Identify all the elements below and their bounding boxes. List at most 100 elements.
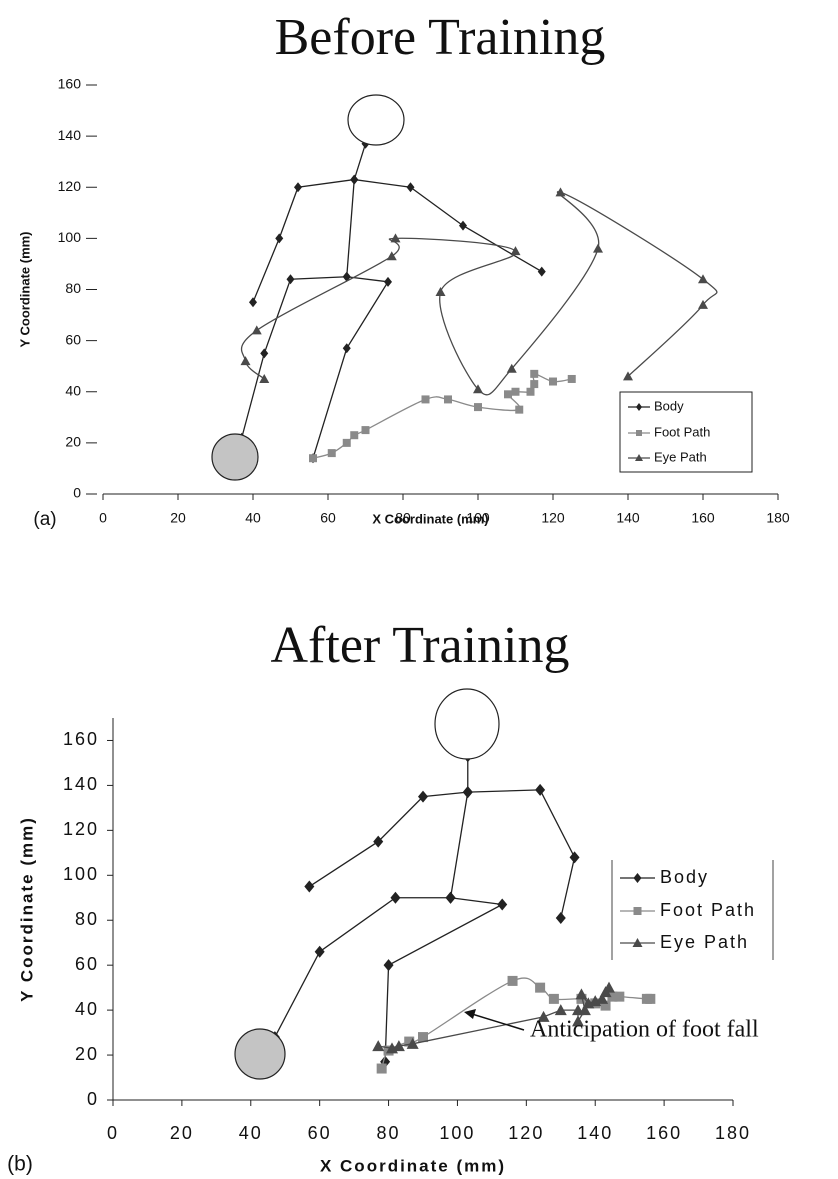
x-tick-label: 120 — [541, 510, 565, 526]
marker — [459, 221, 467, 231]
marker — [497, 899, 507, 911]
marker — [463, 786, 473, 798]
x-tick-label: 100 — [439, 1123, 475, 1143]
marker — [504, 390, 512, 398]
y-axis-label: Y Coordinate (mm) — [17, 816, 36, 1002]
legend-label: Body — [660, 867, 709, 887]
marker — [538, 267, 546, 277]
marker — [444, 395, 452, 403]
legend-label: Eye Path — [660, 932, 749, 952]
legend-marker — [634, 873, 642, 883]
legend-label: Body — [654, 398, 684, 413]
marker — [315, 946, 325, 958]
marker — [698, 274, 708, 283]
x-tick-label: 40 — [245, 510, 261, 526]
marker — [511, 246, 521, 255]
x-tick-label: 180 — [766, 510, 790, 526]
marker — [287, 274, 295, 284]
y-tick-label: 60 — [65, 331, 81, 347]
y-tick-label: 0 — [73, 485, 81, 501]
chart-title: After Training — [271, 617, 570, 674]
marker — [304, 881, 314, 893]
marker — [422, 395, 430, 403]
marker — [570, 851, 580, 863]
x-tick-label: 0 — [99, 510, 107, 526]
legend-marker — [636, 430, 642, 436]
marker — [556, 912, 566, 924]
marker — [377, 1064, 387, 1074]
marker — [549, 378, 557, 386]
marker — [294, 182, 302, 192]
marker — [362, 426, 370, 434]
y-tick-label: 60 — [75, 954, 99, 974]
x-tick-label: 20 — [170, 510, 186, 526]
annotation-arrowhead — [464, 1009, 476, 1019]
y-tick-label: 120 — [58, 178, 82, 194]
x-tick-label: 100 — [466, 510, 490, 526]
marker — [343, 439, 351, 447]
marker — [249, 297, 257, 307]
marker — [530, 370, 538, 378]
figure: Before Training (a) X Coordinate (mm) Y Coo… — [0, 0, 838, 1179]
y-tick-label: 0 — [87, 1089, 99, 1109]
ball-shape — [212, 434, 258, 480]
series-line — [242, 192, 717, 395]
marker — [407, 182, 415, 192]
marker — [645, 994, 655, 1004]
ball-shape — [235, 1029, 285, 1079]
x-tick-label: 140 — [577, 1123, 613, 1143]
marker — [390, 892, 400, 904]
marker — [252, 325, 262, 334]
marker — [309, 454, 317, 462]
marker — [436, 287, 446, 296]
y-tick-label: 120 — [63, 819, 99, 839]
marker — [530, 380, 538, 388]
marker — [549, 994, 559, 1004]
head-shape — [348, 95, 404, 145]
head-shape — [435, 689, 499, 759]
marker — [350, 175, 358, 185]
marker — [260, 348, 268, 358]
y-tick-label: 80 — [65, 280, 81, 296]
marker — [474, 403, 482, 411]
annotation: Anticipation of foot fall — [530, 1017, 759, 1043]
x-tick-label: 20 — [170, 1123, 194, 1143]
marker — [603, 982, 615, 993]
marker — [614, 992, 624, 1002]
marker — [384, 959, 394, 971]
x-tick-label: 60 — [308, 1123, 332, 1143]
x-axis-label: X Coordinate (mm) — [320, 1156, 506, 1175]
marker — [259, 374, 269, 383]
x-tick-label: 40 — [239, 1123, 263, 1143]
legend-label: Foot Path — [654, 424, 710, 439]
x-tick-label: 80 — [395, 510, 411, 526]
marker — [527, 388, 535, 396]
marker — [508, 976, 518, 986]
series-line — [242, 144, 366, 438]
series-line — [275, 756, 468, 1037]
y-tick-label: 40 — [65, 382, 81, 398]
y-tick-label: 140 — [63, 774, 99, 794]
marker — [241, 356, 251, 365]
panel-label: (a) — [33, 509, 56, 530]
marker — [593, 244, 603, 253]
x-tick-label: 160 — [691, 510, 715, 526]
marker — [568, 375, 576, 383]
y-tick-label: 140 — [58, 127, 82, 143]
series-line — [313, 277, 388, 458]
y-tick-label: 80 — [75, 909, 99, 929]
marker — [515, 406, 523, 414]
marker — [328, 449, 336, 457]
y-tick-label: 100 — [58, 229, 82, 245]
y-tick-label: 160 — [63, 729, 99, 749]
plots: Before Training (a) X Coordinate (mm) Y Coo… — [7, 9, 790, 1176]
x-tick-label: 180 — [715, 1123, 751, 1143]
marker — [350, 431, 358, 439]
legend-label: Eye Path — [654, 449, 707, 464]
chart-title: Before Training — [275, 9, 606, 66]
x-tick-label: 60 — [320, 510, 336, 526]
x-tick-label: 160 — [646, 1123, 682, 1143]
marker — [387, 251, 397, 260]
marker — [535, 784, 545, 796]
x-tick-label: 120 — [508, 1123, 544, 1143]
